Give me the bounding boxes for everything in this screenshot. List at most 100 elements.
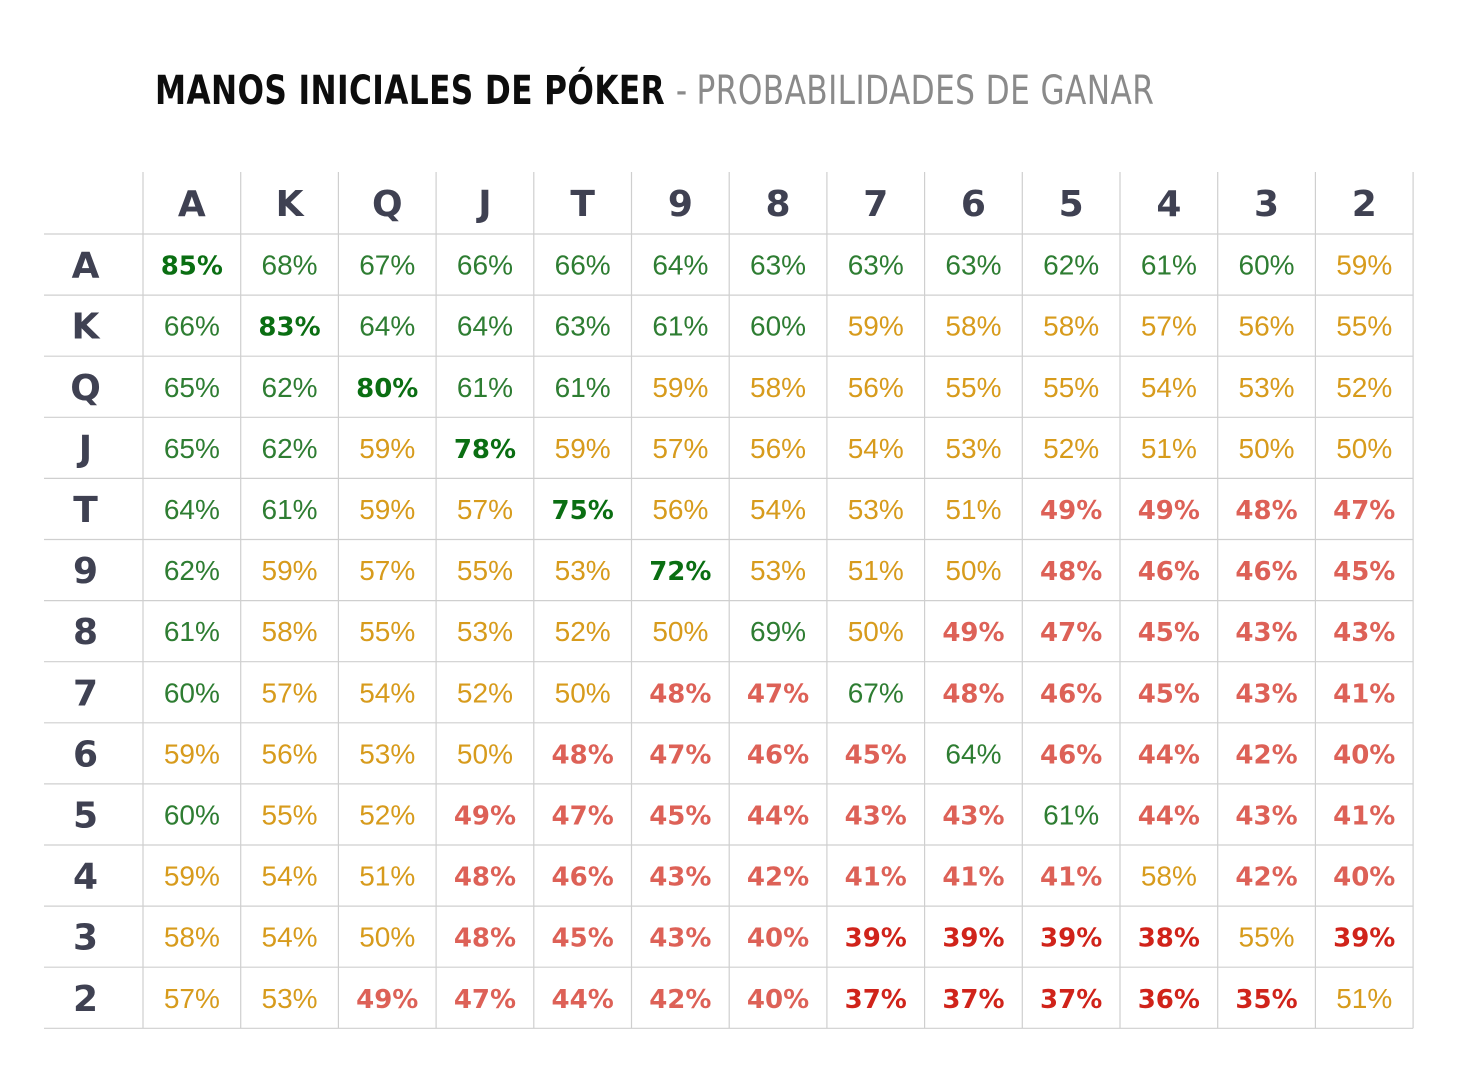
table-cell: 43% <box>1333 618 1395 648</box>
table-cell: 60% <box>750 311 806 342</box>
chart-subtitle: PROBABILIDADES DE GANAR <box>696 68 1155 114</box>
table-cell: 49% <box>1138 496 1200 526</box>
table-cell: 46% <box>552 863 614 893</box>
table-cell: 48% <box>1040 557 1102 587</box>
table-cell: 62% <box>262 433 318 464</box>
table-cell: 45% <box>649 801 711 831</box>
table-cell: 54% <box>750 494 806 525</box>
table-cell: 50% <box>945 555 1001 586</box>
table-cell: 53% <box>945 433 1001 464</box>
table-cell: 63% <box>555 311 611 342</box>
table-cell: 45% <box>1138 679 1200 709</box>
column-header: 9 <box>668 184 693 225</box>
table-cell: 39% <box>942 924 1004 954</box>
table-cell: 54% <box>359 677 415 708</box>
table-cell: 48% <box>454 863 516 893</box>
table-cell: 64% <box>164 494 220 525</box>
table-cell: 53% <box>1239 372 1295 403</box>
table-cell: 50% <box>1336 433 1392 464</box>
table-cell: 50% <box>555 677 611 708</box>
table-cell: 61% <box>555 372 611 403</box>
grid-lines <box>44 172 1414 1029</box>
table-cell: 43% <box>942 801 1004 831</box>
chart-title-main: MANOS INICIALES DE PÓKER <box>155 68 666 114</box>
chart-title: MANOS INICIALES DE PÓKER - PROBABILIDADE… <box>155 68 1154 118</box>
table-cell: 58% <box>262 616 318 647</box>
table-cell: 59% <box>359 494 415 525</box>
table-cell: 35% <box>1235 985 1297 1015</box>
column-header: K <box>276 184 305 225</box>
table-cell: 61% <box>652 311 708 342</box>
table-cell: 41% <box>1040 863 1102 893</box>
column-header: 6 <box>961 184 986 225</box>
table-cell: 39% <box>845 924 907 954</box>
row-header: A <box>72 246 100 287</box>
table-cell: 55% <box>1043 372 1099 403</box>
column-header: 7 <box>863 184 888 225</box>
table-cell: 64% <box>457 311 513 342</box>
table-cell: 54% <box>262 861 318 892</box>
table-cell: 43% <box>845 801 907 831</box>
table-cell: 53% <box>848 494 904 525</box>
table-cell: 50% <box>1239 433 1295 464</box>
table-cell: 62% <box>1043 250 1099 281</box>
table-cell: 50% <box>359 922 415 953</box>
table-cell: 43% <box>649 863 711 893</box>
table-cell: 58% <box>1141 861 1197 892</box>
table-cell: 44% <box>1138 801 1200 831</box>
table-cell: 40% <box>1333 740 1395 770</box>
table-cell: 85% <box>161 252 223 282</box>
table-cell: 36% <box>1138 985 1200 1015</box>
column-header: 4 <box>1156 184 1181 225</box>
row-header: 2 <box>73 979 98 1020</box>
table-cell: 48% <box>942 679 1004 709</box>
table-cell: 45% <box>1333 557 1395 587</box>
table-cell: 57% <box>1141 311 1197 342</box>
table-cell: 65% <box>164 433 220 464</box>
table-cell: 55% <box>1239 922 1295 953</box>
table-cell: 58% <box>1043 311 1099 342</box>
column-header: 2 <box>1352 184 1377 225</box>
table-cell: 59% <box>164 861 220 892</box>
table-cell: 41% <box>845 863 907 893</box>
table-cell: 66% <box>457 250 513 281</box>
table-cell: 64% <box>945 738 1001 769</box>
table-cell: 49% <box>942 618 1004 648</box>
table-cell: 68% <box>262 250 318 281</box>
row-header: Q <box>70 368 101 409</box>
table-cell: 53% <box>359 738 415 769</box>
table-cell: 64% <box>359 311 415 342</box>
table-cell: 57% <box>457 494 513 525</box>
table-cell: 52% <box>1043 433 1099 464</box>
table-cell: 49% <box>356 985 418 1015</box>
table-cell: 59% <box>652 372 708 403</box>
table-cell: 48% <box>454 924 516 954</box>
table-cell: 54% <box>1141 372 1197 403</box>
table-cell: 55% <box>945 372 1001 403</box>
table-cell: 53% <box>262 983 318 1014</box>
table-cell: 53% <box>750 555 806 586</box>
column-header: Q <box>372 184 403 225</box>
column-header: J <box>475 184 491 225</box>
table-cell: 53% <box>555 555 611 586</box>
table-cell: 40% <box>747 924 809 954</box>
table-cell: 46% <box>1235 557 1297 587</box>
table-cell: 57% <box>652 433 708 464</box>
table-cell: 49% <box>1040 496 1102 526</box>
table-cell: 58% <box>164 922 220 953</box>
table-cell: 56% <box>1239 311 1295 342</box>
row-header: 6 <box>73 734 98 775</box>
table-cell: 39% <box>1333 924 1395 954</box>
table-cell: 61% <box>164 616 220 647</box>
row-header: 3 <box>73 918 98 959</box>
row-header: 7 <box>73 673 98 714</box>
table-cell: 45% <box>1138 618 1200 648</box>
column-header: 3 <box>1254 184 1279 225</box>
row-header: T <box>73 490 98 531</box>
table-cell: 49% <box>454 801 516 831</box>
table-cell: 37% <box>845 985 907 1015</box>
table-cell: 62% <box>262 372 318 403</box>
table-cell: 58% <box>945 311 1001 342</box>
table-cell: 69% <box>750 616 806 647</box>
table-cell: 42% <box>747 863 809 893</box>
